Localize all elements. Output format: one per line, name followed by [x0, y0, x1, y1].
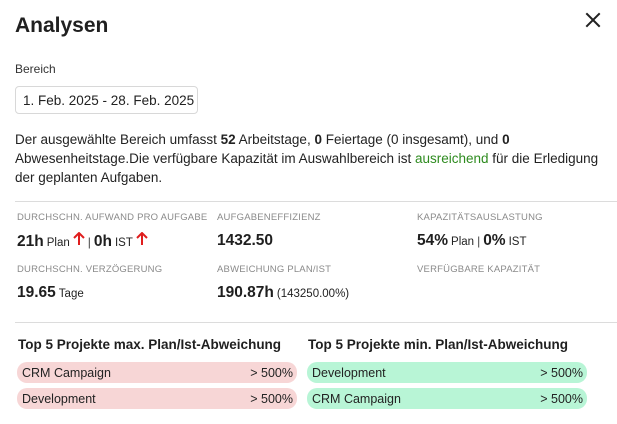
summary-text: Der ausgewählte Bereich umfasst: [15, 132, 221, 147]
absences-count: 0: [502, 132, 510, 147]
plan-unit: Plan: [451, 236, 475, 248]
top-min-title: Top 5 Projekte min. Plan/Ist-Abweichung: [308, 337, 569, 352]
kpi-delay: 19.65 Tage: [17, 284, 84, 302]
divider: [15, 322, 617, 323]
top-min-item[interactable]: Development > 500%: [307, 362, 587, 383]
top-min-item[interactable]: CRM Campaign > 500%: [307, 388, 587, 409]
top-max-item[interactable]: CRM Campaign > 500%: [17, 362, 297, 383]
holidays-count: 0: [314, 132, 322, 147]
delay-unit: Tage: [58, 288, 84, 300]
arrow-up-icon: [136, 232, 148, 245]
summary-text: Abwesenheitstage.Die verfügbare Kapazitä…: [15, 151, 415, 166]
project-name: Development: [22, 391, 96, 406]
deviation-value: 190.87h: [217, 284, 274, 301]
project-name: CRM Campaign: [22, 365, 111, 380]
kpi-efficiency: 1432.50: [217, 232, 273, 250]
top-max-title: Top 5 Projekte max. Plan/Ist-Abweichung: [18, 337, 282, 352]
kpi-label-utilization: KAPAZITÄTSAUSLASTUNG: [417, 212, 543, 223]
summary-text: der geplanten Aufgaben.: [15, 170, 163, 185]
date-range-value: 1. Feb. 2025 - 28. Feb. 2025: [23, 92, 195, 108]
project-name: Development: [312, 365, 386, 380]
capacity-status: ausreichend: [414, 151, 489, 166]
kpi-label-capacity: VERFÜGBARE KAPAZITÄT: [417, 264, 541, 275]
plan-unit: Plan: [46, 237, 70, 249]
date-range-field[interactable]: 1. Feb. 2025 - 28. Feb. 2025: [15, 86, 198, 114]
kpi-label-deviation: ABWEICHUNG PLAN/IST: [217, 264, 332, 275]
actual-unit: IST: [114, 237, 133, 249]
arrow-up-icon: [73, 232, 85, 245]
summary-text: Arbeitstage,: [235, 132, 315, 147]
kpi-label-avg-effort: DURCHSCHN. AUFWAND PRO AUFGABE: [17, 212, 208, 223]
kpi-label-delay: DURCHSCHN. VERZÖGERUNG: [17, 264, 163, 275]
dialog-title: Analysen: [15, 14, 109, 37]
project-deviation: > 500%: [540, 365, 583, 380]
actual-unit: IST: [508, 236, 527, 248]
range-label: Bereich: [15, 62, 56, 76]
top-max-item[interactable]: Development > 500%: [17, 388, 297, 409]
project-deviation: > 500%: [250, 391, 293, 406]
delay-value: 19.65: [17, 284, 56, 301]
deviation-detail: (143250.00%): [276, 288, 350, 300]
divider: [15, 201, 617, 202]
actual-value: 0%: [483, 232, 506, 249]
capacity-summary: Der ausgewählte Bereich umfasst 52 Arbei…: [15, 130, 617, 187]
summary-text: für die Erledigung: [488, 151, 599, 166]
close-button[interactable]: [582, 9, 604, 31]
project-name: CRM Campaign: [312, 391, 401, 406]
kpi-deviation: 190.87h (143250.00%): [217, 284, 349, 302]
workdays-count: 52: [220, 132, 236, 147]
kpi-utilization: 54% Plan | 0% IST: [417, 232, 526, 250]
kpi-label-efficiency: AUFGABENEFFIZIENZ: [217, 212, 321, 223]
project-deviation: > 500%: [540, 391, 583, 406]
efficiency-value: 1432.50: [217, 232, 274, 249]
actual-value: 0h: [93, 233, 112, 250]
plan-value: 54%: [417, 232, 449, 249]
kpi-avg-effort: 21h Plan | 0h IST: [17, 232, 148, 251]
project-deviation: > 500%: [250, 365, 293, 380]
close-icon: [585, 12, 601, 28]
separator: |: [87, 235, 91, 249]
separator: |: [477, 234, 481, 248]
plan-value: 21h: [17, 233, 44, 250]
summary-text: Feiertage (0 insgesamt), und: [321, 132, 503, 147]
